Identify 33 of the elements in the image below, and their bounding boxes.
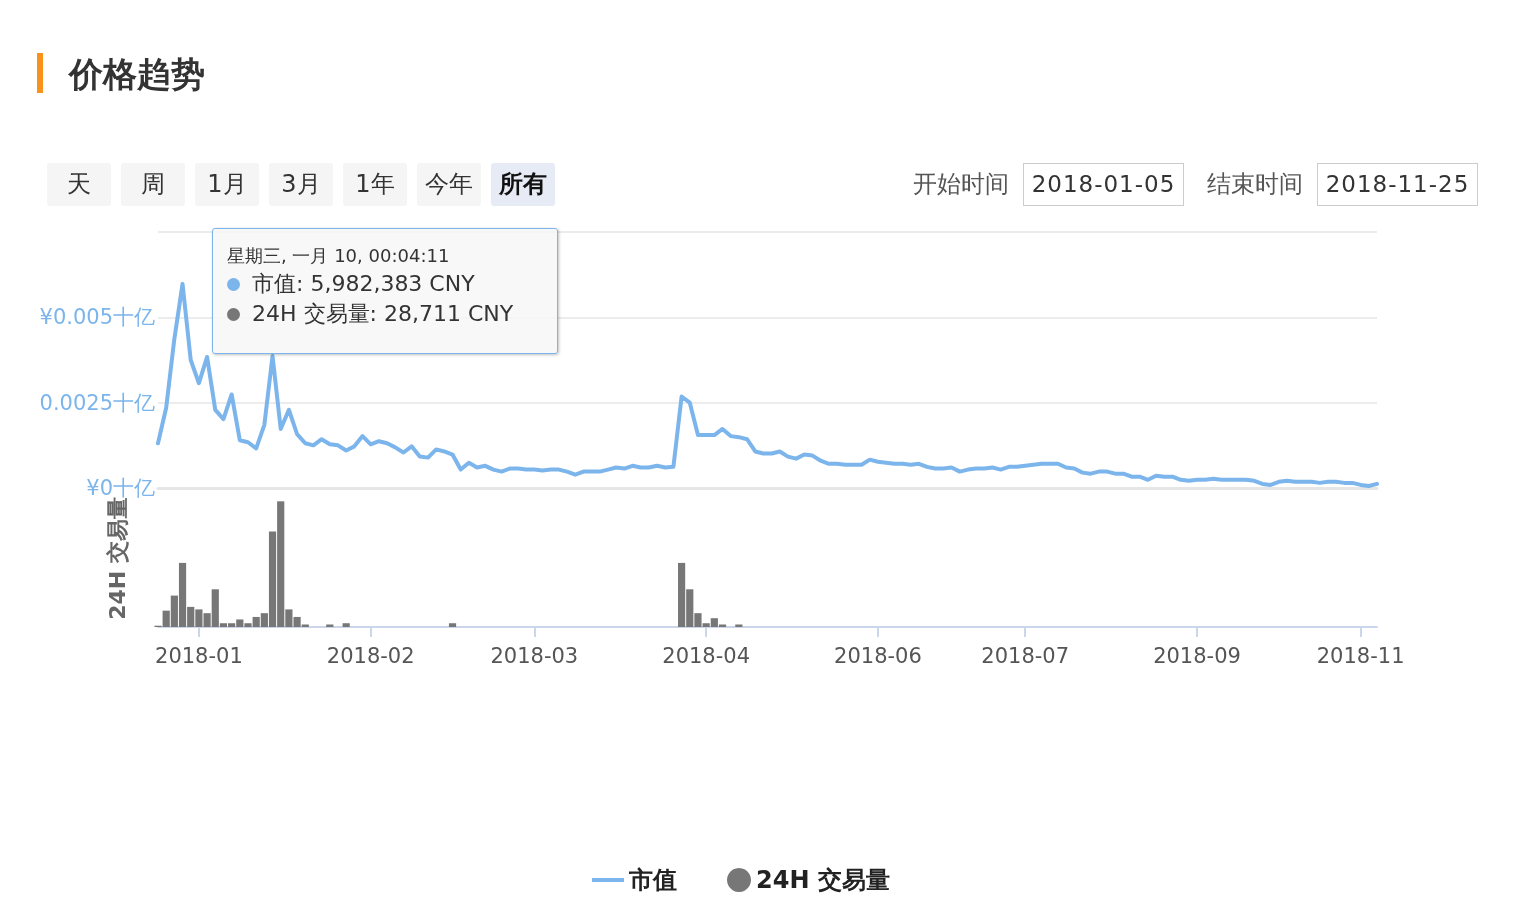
range-button: 1年: [343, 163, 407, 206]
annotation: 24H 交易量: 28,711 CNY: [252, 300, 514, 328]
legend-label: 市值: [628, 866, 677, 894]
bar: [448, 623, 457, 627]
tooltip: 星期三, 一月 10, 00:04:11 市值: 5,982,383 CNY 24H 交易量: 28,711 CNY: [212, 228, 558, 354]
x-tick-label: 2018-01: [155, 643, 243, 668]
annotation: 星期三, 一月 10, 00:04:11: [227, 244, 451, 268]
bar: [342, 623, 350, 627]
x-tick-label: 2018-06: [834, 643, 922, 668]
range-button: 天: [47, 163, 111, 206]
x-tick-label: 2018-11: [1316, 643, 1405, 668]
legend-label: 24H 交易量: [756, 866, 890, 894]
text: 结束时间: [1207, 169, 1303, 200]
range-button: 1月: [195, 163, 259, 206]
bar: [326, 624, 334, 627]
chart-title: 价格趋势: [67, 54, 205, 94]
text: 开始时间: [913, 169, 1009, 200]
date-field: 2018-01-05: [1023, 163, 1184, 206]
x-tick-label: 2018-02: [326, 643, 415, 668]
range-button: 今年: [417, 163, 481, 206]
y-axis-title: 24H 交易量: [104, 497, 130, 620]
y-tick-label: ¥0.005十亿: [39, 305, 155, 330]
annotation: 市值: 5,982,383 CNY: [252, 270, 475, 298]
date-field: 2018-11-25: [1317, 163, 1478, 206]
range-button: 3月: [269, 163, 333, 206]
y-tick-label: 0.0025十亿: [39, 390, 155, 415]
x-tick-label: 2018-03: [490, 643, 579, 668]
x-tick-label: 2018-07: [981, 643, 1070, 668]
x-tick-label: 2018-04: [662, 643, 751, 668]
x-tick-label: 2018-09: [1153, 643, 1241, 668]
range-button: 所有: [491, 163, 555, 206]
range-button: 周: [121, 163, 185, 206]
bar: [735, 624, 743, 627]
